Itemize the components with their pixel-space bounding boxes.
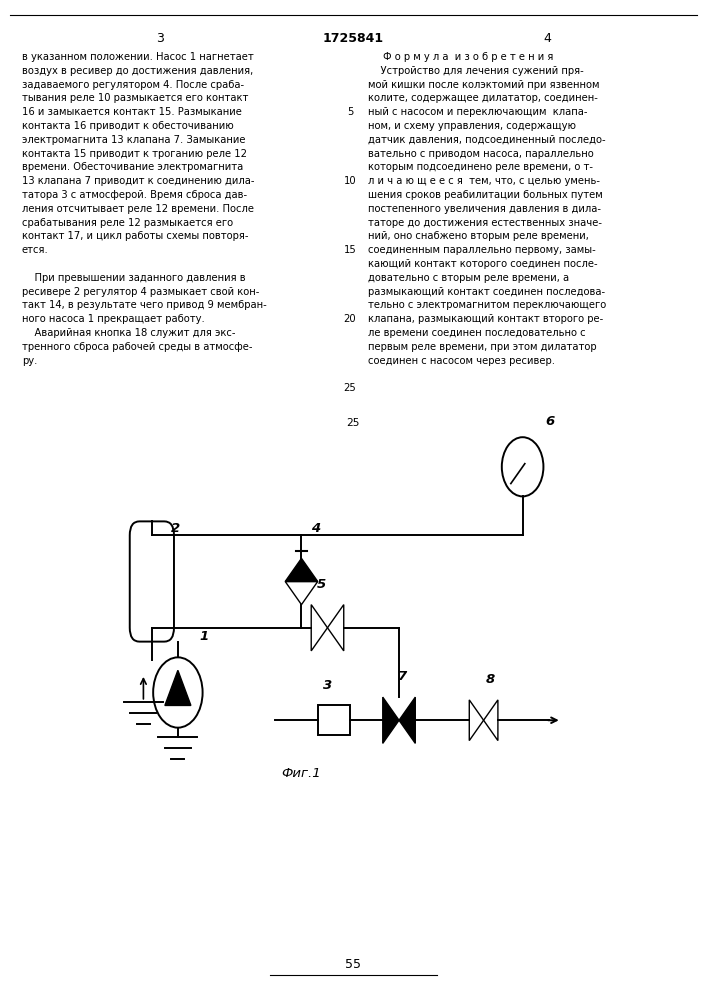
Text: 20: 20 <box>344 314 356 324</box>
Text: Фиг.1: Фиг.1 <box>281 767 321 780</box>
Text: мой кишки после колэктомий при язвенном: мой кишки после колэктомий при язвенном <box>368 80 600 90</box>
Text: кающий контакт которого соединен после-: кающий контакт которого соединен после- <box>368 259 597 269</box>
Text: контакт 17, и цикл работы схемы повторя-: контакт 17, и цикл работы схемы повторя- <box>22 231 248 241</box>
Text: таторе до достижения естественных значе-: таторе до достижения естественных значе- <box>368 218 602 228</box>
Polygon shape <box>165 670 191 705</box>
Text: 25: 25 <box>346 418 360 428</box>
Text: датчик давления, подсоединенный последо-: датчик давления, подсоединенный последо- <box>368 135 606 145</box>
Text: постепенного увеличения давления в дила-: постепенного увеличения давления в дила- <box>368 204 601 214</box>
Text: 16 и замыкается контакт 15. Размыкание: 16 и замыкается контакт 15. Размыкание <box>22 107 242 117</box>
Polygon shape <box>382 697 399 743</box>
Text: 4: 4 <box>543 32 551 45</box>
Text: 13 клапана 7 приводит к соединению дила-: 13 клапана 7 приводит к соединению дила- <box>22 176 255 186</box>
Text: 10: 10 <box>344 176 356 186</box>
Text: такт 14, в результате чего привод 9 мембран-: такт 14, в результате чего привод 9 мемб… <box>22 300 267 310</box>
Text: 6: 6 <box>545 415 554 428</box>
Text: которым подсоединено реле времени, о т-: которым подсоединено реле времени, о т- <box>368 162 593 172</box>
Polygon shape <box>285 558 317 582</box>
Text: ле времени соединен последовательно с: ле времени соединен последовательно с <box>368 328 585 338</box>
Polygon shape <box>399 697 415 743</box>
Text: контакта 16 приводит к обесточиванию: контакта 16 приводит к обесточиванию <box>22 121 234 131</box>
Text: ний, оно снабжено вторым реле времени,: ний, оно снабжено вторым реле времени, <box>368 231 589 241</box>
Text: довательно с вторым реле времени, а: довательно с вторым реле времени, а <box>368 273 569 283</box>
Text: 1725841: 1725841 <box>322 32 384 45</box>
Text: Устройство для лечения сужений пря-: Устройство для лечения сужений пря- <box>368 66 584 76</box>
Text: татора 3 с атмосферой. Время сброса дав-: татора 3 с атмосферой. Время сброса дав- <box>22 190 247 200</box>
Text: времени. Обесточивание электромагнита: времени. Обесточивание электромагнита <box>22 162 243 172</box>
Text: контакта 15 приводит к троганию реле 12: контакта 15 приводит к троганию реле 12 <box>22 149 247 159</box>
Text: тельно с электромагнитом переключающего: тельно с электромагнитом переключающего <box>368 300 606 310</box>
Text: ления отсчитывает реле 12 времени. После: ления отсчитывает реле 12 времени. После <box>22 204 254 214</box>
Text: 7: 7 <box>397 670 407 683</box>
Text: тренного сброса рабочей среды в атмосфе-: тренного сброса рабочей среды в атмосфе- <box>22 342 252 352</box>
Bar <box>317 705 350 735</box>
Text: ресивере 2 регулятор 4 размыкает свой кон-: ресивере 2 регулятор 4 размыкает свой ко… <box>22 287 259 297</box>
Text: ный с насосом и переключающим  клапа-: ный с насосом и переключающим клапа- <box>368 107 588 117</box>
Text: л и ч а ю щ е е с я  тем, что, с целью умень-: л и ч а ю щ е е с я тем, что, с целью ум… <box>368 176 600 186</box>
Text: ного насоса 1 прекращает работу.: ного насоса 1 прекращает работу. <box>22 314 205 324</box>
Text: 4: 4 <box>311 522 320 535</box>
Text: соединенным параллельно первому, замы-: соединенным параллельно первому, замы- <box>368 245 596 255</box>
Text: 5: 5 <box>347 107 354 117</box>
Text: клапана, размыкающий контакт второго ре-: клапана, размыкающий контакт второго ре- <box>368 314 603 324</box>
Text: тывания реле 10 размыкается его контакт: тывания реле 10 размыкается его контакт <box>22 93 248 103</box>
Text: вательно с приводом насоса, параллельно: вательно с приводом насоса, параллельно <box>368 149 594 159</box>
Text: первым реле времени, при этом дилататор: первым реле времени, при этом дилататор <box>368 342 597 352</box>
Text: соединен с насосом через ресивер.: соединен с насосом через ресивер. <box>368 356 555 366</box>
Text: воздух в ресивер до достижения давления,: воздух в ресивер до достижения давления, <box>22 66 253 76</box>
Text: 2: 2 <box>170 522 180 535</box>
Text: 15: 15 <box>344 245 356 255</box>
Text: 55: 55 <box>345 958 361 971</box>
Text: размыкающий контакт соединен последова-: размыкающий контакт соединен последова- <box>368 287 605 297</box>
Text: электромагнита 13 клапана 7. Замыкание: электромагнита 13 клапана 7. Замыкание <box>22 135 245 145</box>
Text: 1: 1 <box>199 630 209 643</box>
Text: срабатывания реле 12 размыкается его: срабатывания реле 12 размыкается его <box>22 218 233 228</box>
Text: задаваемого регулятором 4. После сраба-: задаваемого регулятором 4. После сраба- <box>22 80 244 90</box>
Text: При превышении заданного давления в: При превышении заданного давления в <box>22 273 245 283</box>
Text: шения сроков реабилитации больных путем: шения сроков реабилитации больных путем <box>368 190 603 200</box>
Text: колите, содержащее дилататор, соединен-: колите, содержащее дилататор, соединен- <box>368 93 598 103</box>
Text: ном, и схему управления, содержащую: ном, и схему управления, содержащую <box>368 121 576 131</box>
Text: ру.: ру. <box>22 356 37 366</box>
Text: Аварийная кнопка 18 служит для экс-: Аварийная кнопка 18 служит для экс- <box>22 328 235 338</box>
Text: 25: 25 <box>344 383 356 393</box>
Text: Ф о р м у л а  и з о б р е т е н и я: Ф о р м у л а и з о б р е т е н и я <box>383 52 554 62</box>
Text: 3: 3 <box>323 679 332 692</box>
Text: в указанном положении. Насос 1 нагнетает: в указанном положении. Насос 1 нагнетает <box>22 52 254 62</box>
Text: ется.: ется. <box>22 245 49 255</box>
Text: 3: 3 <box>156 32 164 45</box>
Text: 5: 5 <box>316 578 326 591</box>
Text: 8: 8 <box>486 673 495 686</box>
